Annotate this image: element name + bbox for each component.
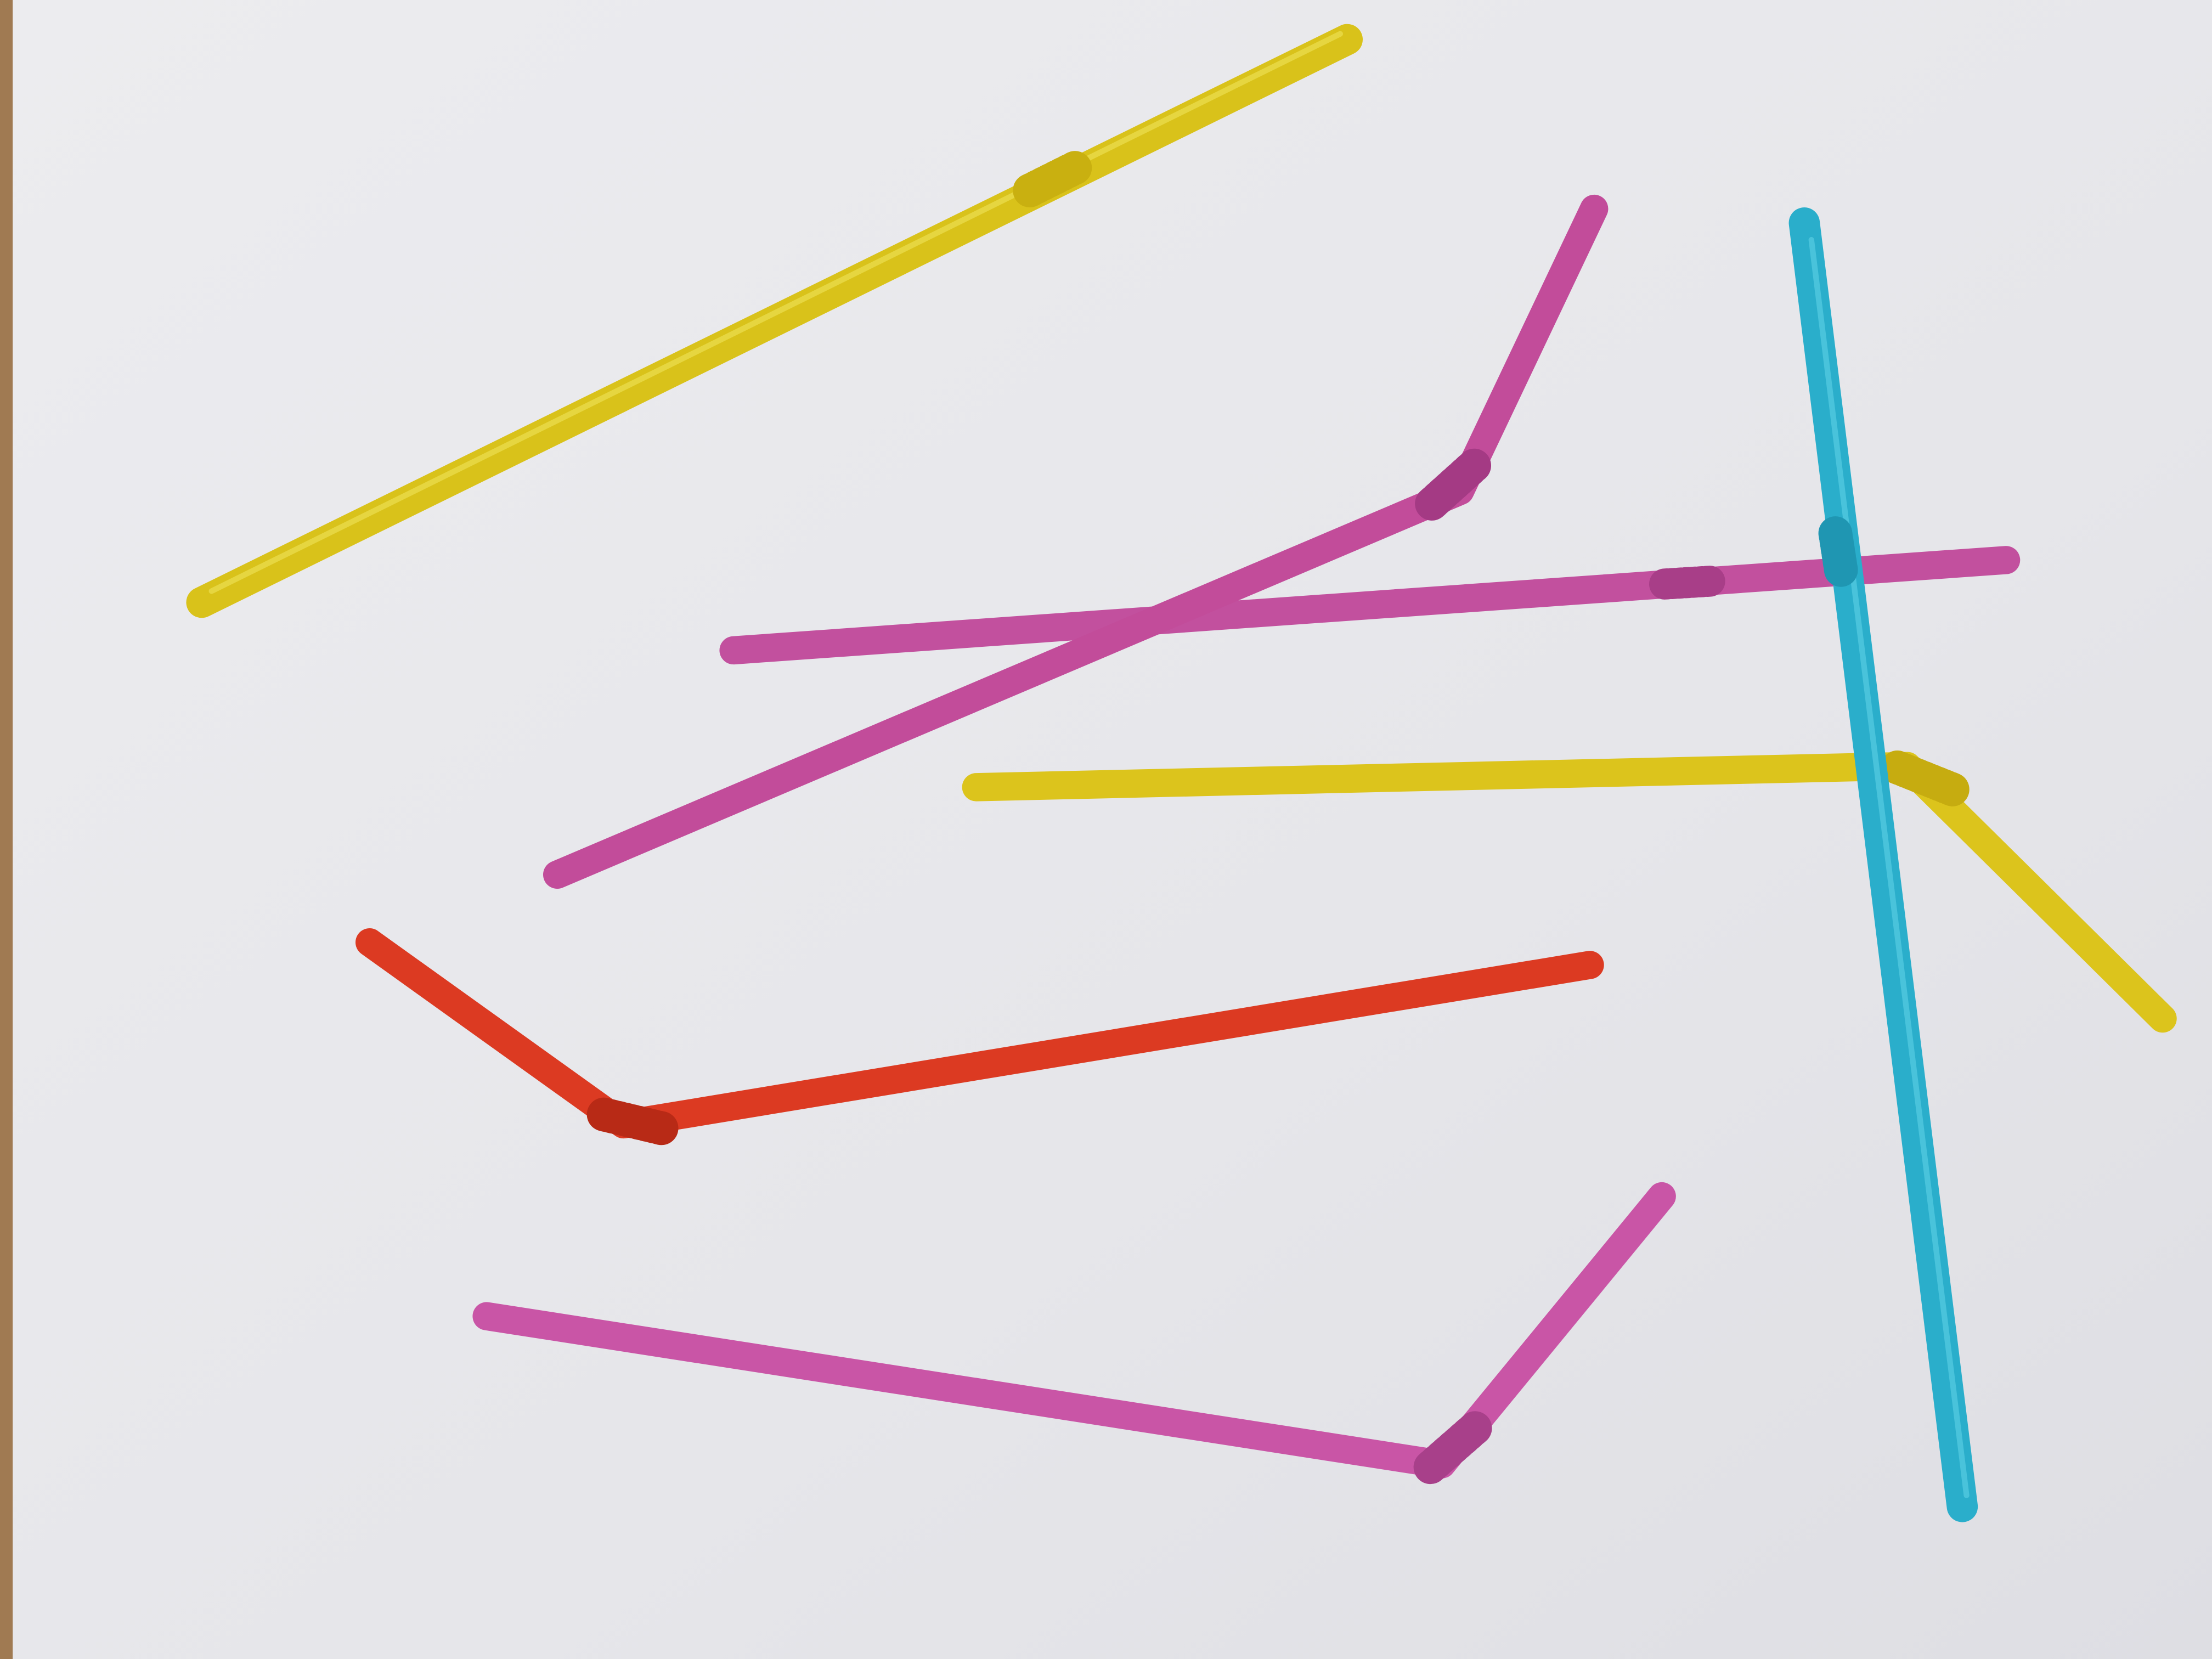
red-bent-straw: [356, 928, 1604, 1146]
yellow-bent-straw: [962, 751, 2177, 1033]
table-edge: [0, 0, 13, 1659]
pink-straw: [719, 546, 2021, 665]
pink-bottom-straw: [472, 1182, 1676, 1485]
pink-bent-straw: [543, 194, 1609, 889]
blue-straw: [1788, 207, 1978, 1522]
yellow-straw: [186, 24, 1363, 618]
